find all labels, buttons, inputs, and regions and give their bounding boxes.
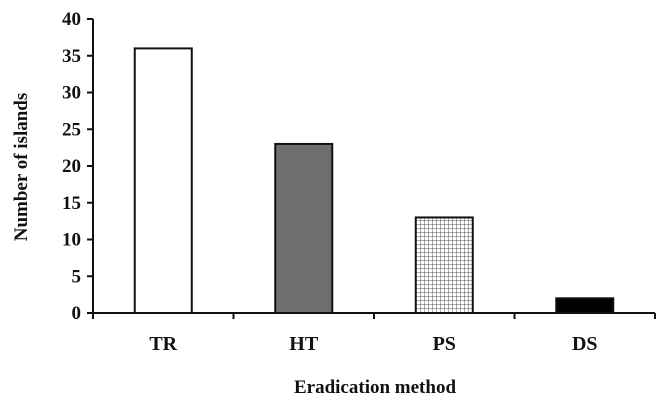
- bars-group: [133, 47, 615, 315]
- y-tick-label-20: 20: [62, 156, 81, 177]
- x-tick-label-ds: DS: [572, 333, 598, 355]
- x-tick-label-ps: PS: [433, 333, 456, 355]
- y-tick-label-10: 10: [62, 230, 81, 251]
- y-tick-label-35: 35: [62, 46, 81, 67]
- y-tick-label-0: 0: [72, 303, 82, 324]
- bar-ht: [274, 142, 334, 314]
- bar-tr: [133, 47, 193, 315]
- y-tick-label-5: 5: [72, 266, 82, 287]
- x-axis-label: Eradication method: [294, 377, 456, 398]
- x-tick-label-ht: HT: [289, 333, 319, 355]
- bar-ds: [555, 297, 615, 314]
- y-tick-label-40: 40: [62, 9, 81, 30]
- axes-group: TR HT PS DS 0 5 10 15 20 25 30 35 40: [62, 9, 656, 355]
- bar-ps: [414, 216, 474, 314]
- y-axis-label: Number of islands: [11, 93, 32, 242]
- y-tick-label-30: 30: [62, 83, 81, 104]
- x-tick-label-tr: TR: [149, 333, 177, 355]
- y-tick-label-25: 25: [62, 119, 81, 140]
- y-tick-label-15: 15: [62, 193, 81, 214]
